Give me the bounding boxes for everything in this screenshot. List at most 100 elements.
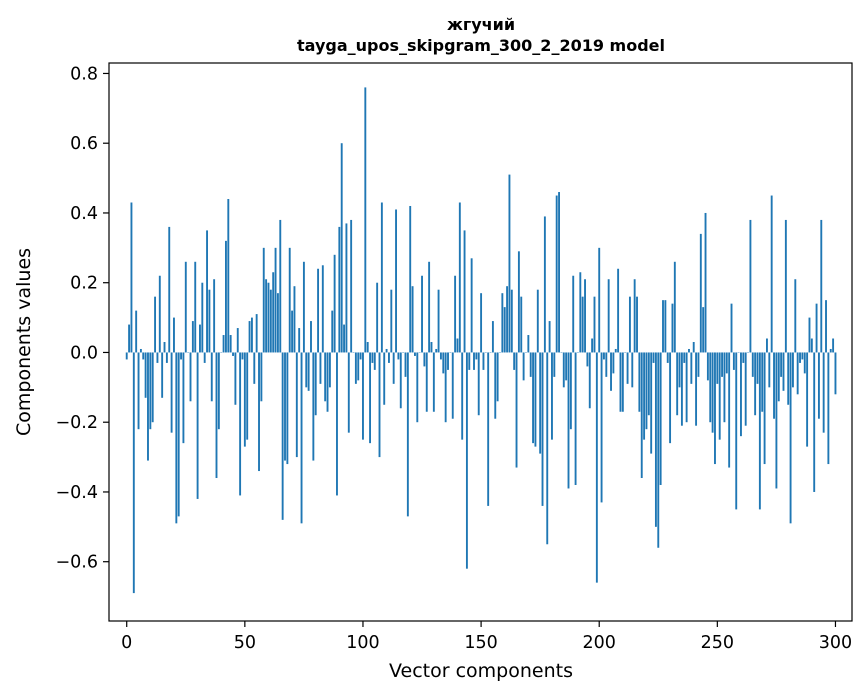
bar [371, 352, 374, 363]
bar [562, 352, 565, 388]
bar [480, 293, 483, 353]
bar [614, 348, 617, 353]
bar [281, 352, 284, 520]
bar [288, 247, 291, 353]
bar [536, 289, 539, 353]
bar [234, 352, 237, 405]
bar [548, 321, 551, 353]
bar [428, 261, 431, 353]
bar [593, 296, 596, 353]
bar [369, 352, 371, 444]
bar [307, 352, 310, 391]
bar [501, 293, 504, 353]
y-tick-label: 0.8 [70, 64, 98, 84]
bar [229, 335, 232, 353]
bar [191, 321, 194, 353]
x-tick-label: 0 [121, 633, 132, 653]
y-tick-label: 0.0 [70, 343, 98, 363]
bar [432, 352, 435, 412]
bar [397, 352, 400, 360]
bar [265, 279, 268, 353]
bar [250, 317, 253, 353]
bar [439, 352, 442, 360]
bar [128, 324, 131, 353]
bar [508, 174, 511, 353]
bar [284, 352, 286, 461]
bar [770, 195, 773, 353]
bar [631, 352, 634, 388]
bar [390, 289, 393, 353]
bar [605, 352, 608, 377]
bar [730, 303, 733, 353]
bar [565, 352, 568, 381]
bar [721, 352, 724, 377]
bar [319, 352, 322, 384]
bar [404, 352, 407, 377]
bar [447, 352, 449, 370]
bar [144, 352, 147, 398]
bar [199, 324, 201, 353]
bar [302, 261, 305, 353]
bar [137, 352, 140, 430]
bar [602, 352, 605, 360]
bar [201, 282, 204, 353]
bar [763, 352, 766, 465]
bar [626, 352, 629, 384]
bar [343, 324, 346, 353]
bar [513, 352, 516, 370]
bar [744, 352, 747, 426]
bar [340, 143, 343, 353]
bar [189, 352, 192, 402]
chart-subtitle: tayga_upos_skipgram_300_2_2019 model [297, 36, 665, 55]
bar [354, 352, 357, 384]
y-tick-label: 0.6 [70, 134, 98, 154]
bar [241, 352, 244, 360]
bar [248, 321, 251, 353]
bar [723, 352, 726, 423]
bar [177, 352, 180, 517]
bar [182, 352, 185, 444]
bar [749, 219, 752, 353]
bar [399, 352, 402, 409]
bar [572, 275, 575, 353]
bar [279, 219, 282, 353]
bar [584, 279, 586, 353]
bar [825, 300, 827, 353]
bar [669, 352, 672, 444]
y-tick-label: −0.6 [56, 553, 99, 573]
bar [692, 342, 695, 353]
bar [666, 352, 669, 363]
bar [213, 279, 216, 353]
bar [638, 352, 641, 412]
bar [678, 352, 681, 388]
bar [421, 275, 423, 353]
bar [527, 335, 530, 353]
bar [652, 352, 655, 363]
bar [510, 289, 513, 353]
bar [255, 314, 258, 353]
bar [773, 352, 775, 419]
bar [149, 352, 152, 430]
bar [541, 352, 544, 506]
bar [357, 352, 360, 381]
bar [310, 321, 312, 353]
bar [612, 352, 615, 374]
bar [581, 296, 584, 353]
bar [791, 352, 794, 388]
bar [813, 352, 816, 492]
bar [598, 247, 601, 353]
bar [359, 352, 362, 360]
bar [815, 303, 818, 353]
bar [274, 247, 277, 353]
bar [659, 352, 662, 485]
bar [236, 328, 239, 353]
bar [628, 296, 631, 353]
bar [529, 352, 532, 377]
x-tick-label: 300 [819, 633, 852, 653]
bar [142, 352, 145, 360]
bar [782, 352, 785, 391]
bar [425, 352, 428, 412]
bar [366, 342, 369, 353]
y-tick-label: 0.2 [70, 274, 98, 294]
bar [383, 352, 386, 405]
